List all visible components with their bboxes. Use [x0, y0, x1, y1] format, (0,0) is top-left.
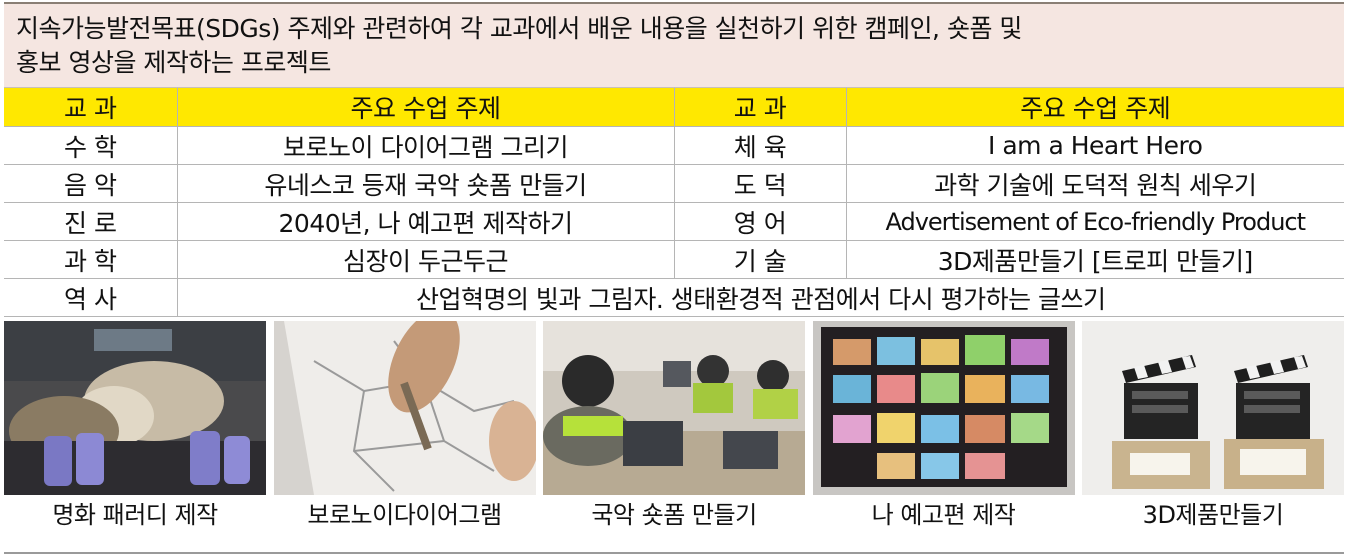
photo-card: 명화 패러디 제작: [4, 321, 266, 535]
photo-card: 나 예고편 제작: [812, 321, 1075, 535]
project-description: 지속가능발전목표(SDGs) 주제와 관련하여 각 교과에서 배운 내용을 실천…: [4, 4, 1344, 88]
photo-card: 국악 숏폼 만들기: [543, 321, 805, 535]
header-subject-right: 교 과: [674, 88, 847, 127]
project-panel: 지속가능발전목표(SDGs) 주제와 관련하여 각 교과에서 배운 내용을 실천…: [4, 2, 1344, 554]
topic-cell: Advertisement of Eco-friendly Product: [846, 202, 1344, 241]
subject-cell: 음 악: [4, 164, 178, 203]
header-topic-left: 주요 수업 주제: [177, 88, 675, 127]
subject-cell: 기 술: [674, 240, 847, 279]
clapperboard-trophy-photo: [1082, 321, 1344, 495]
subject-cell: 영 어: [674, 202, 847, 241]
subject-cell: 수 학: [4, 126, 178, 165]
photo-card: 3D제품만들기: [1082, 321, 1344, 535]
topic-cell-merged: 산업혁명의 빛과 그림자. 생태환경적 관점에서 다시 평가하는 글쓰기: [177, 278, 1344, 317]
photo-caption: 명화 패러디 제작: [52, 501, 218, 529]
topic-cell: I am a Heart Hero: [846, 126, 1344, 165]
classroom-laptops-photo: [543, 321, 805, 495]
subject-cell: 진 로: [4, 202, 178, 241]
description-line-1: 지속가능발전목표(SDGs) 주제와 관련하여 각 교과에서 배운 내용을 실천…: [16, 14, 1022, 43]
topic-cell: 심장이 두근두근: [177, 240, 675, 279]
painting-parody-photo: [4, 321, 266, 495]
bottom-divider: [4, 552, 1344, 554]
table-row: 진 로 2040년, 나 예고편 제작하기 영 어 Advertisement …: [4, 202, 1344, 241]
header-topic-right: 주요 수업 주제: [846, 88, 1344, 127]
photo-caption: 나 예고편 제작: [871, 501, 1016, 529]
table-row: 음 악 유네스코 등재 국악 숏폼 만들기 도 덕 과학 기술에 도덕적 원칙 …: [4, 164, 1344, 203]
subject-cell: 체 육: [674, 126, 847, 165]
topic-cell: 보로노이 다이어그램 그리기: [177, 126, 675, 165]
subject-cell: 역 사: [4, 278, 178, 317]
table-row: 역 사 산업혁명의 빛과 그림자. 생태환경적 관점에서 다시 평가하는 글쓰기: [4, 278, 1344, 317]
topic-cell: 과학 기술에 도덕적 원칙 세우기: [846, 164, 1344, 203]
description-line-2: 홍보 영상을 제작하는 프로젝트: [16, 48, 331, 77]
topic-cell: 유네스코 등재 국악 숏폼 만들기: [177, 164, 675, 203]
header-subject-left: 교 과: [4, 88, 178, 127]
photo-caption: 3D제품만들기: [1142, 501, 1284, 529]
voronoi-drawing-photo: [273, 321, 536, 495]
subject-cell: 도 덕: [674, 164, 847, 203]
table-header-row: 교 과 주요 수업 주제 교 과 주요 수업 주제: [4, 88, 1344, 127]
table-row: 과 학 심장이 두근두근 기 술 3D제품만들기 [트로피 만들기]: [4, 240, 1344, 279]
photo-card: 보로노이다이어그램: [273, 321, 536, 535]
subject-cell: 과 학: [4, 240, 178, 279]
topic-cell: 3D제품만들기 [트로피 만들기]: [846, 240, 1344, 279]
subject-topic-table: 교 과 주요 수업 주제 교 과 주요 수업 주제 수 학 보로노이 다이어그램…: [4, 88, 1344, 317]
poster-board-photo: [812, 321, 1075, 495]
photo-strip: 명화 패러디 제작: [4, 321, 1344, 535]
photo-caption: 국악 숏폼 만들기: [591, 501, 757, 529]
photo-caption: 보로노이다이어그램: [307, 501, 502, 529]
table-row: 수 학 보로노이 다이어그램 그리기 체 육 I am a Heart Hero: [4, 126, 1344, 165]
topic-cell: 2040년, 나 예고편 제작하기: [177, 202, 675, 241]
